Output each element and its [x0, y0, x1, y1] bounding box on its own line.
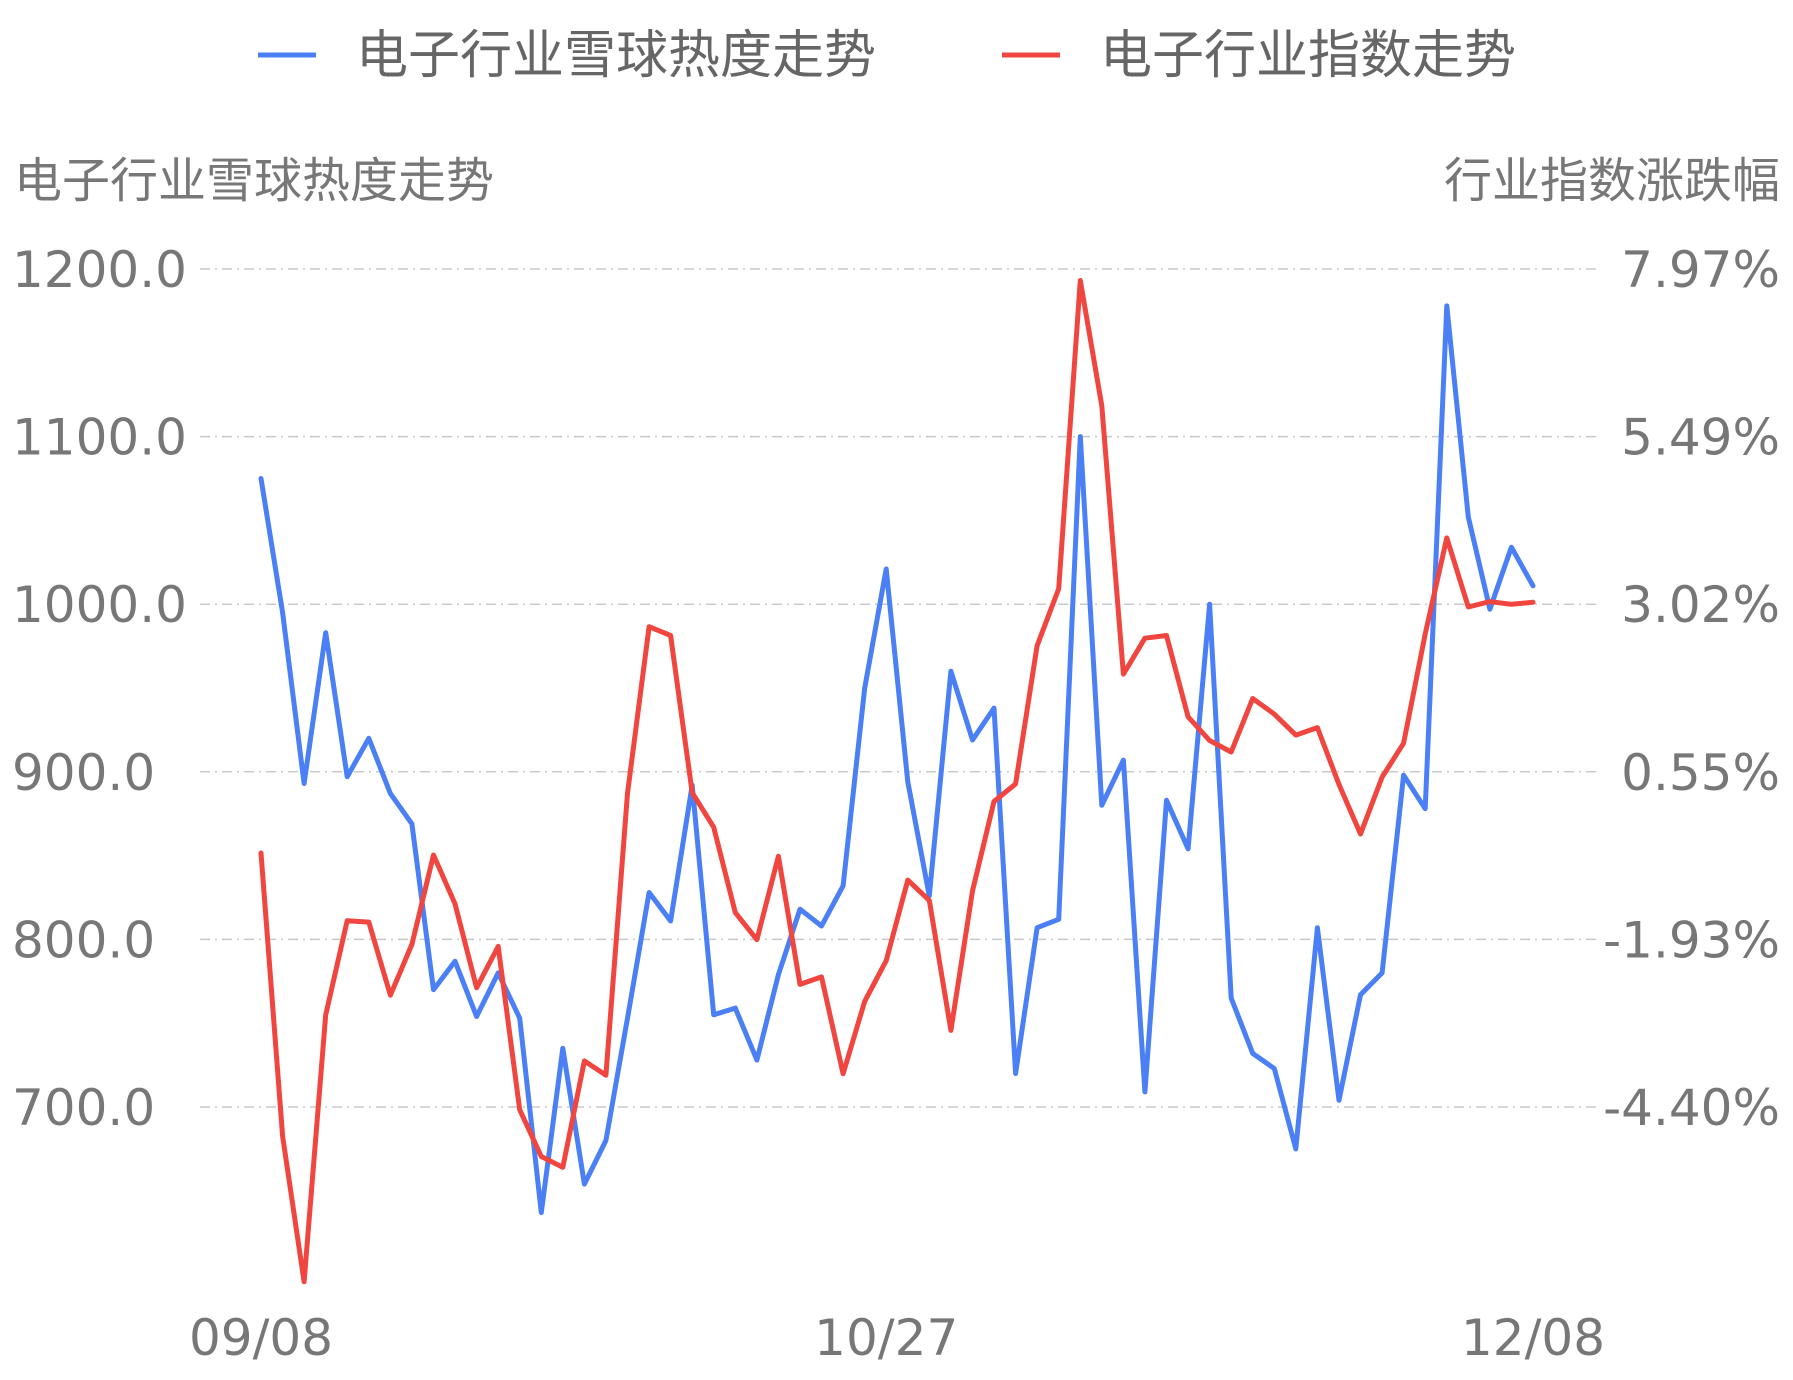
series-group: [258, 278, 1536, 1285]
x-axis-ticks: 09/08 10/27 12/08: [189, 1309, 1605, 1367]
left-tick-label: 1000.0: [12, 576, 187, 634]
right-tick-label: 7.97%: [1621, 241, 1780, 299]
right-tick-label: 5.49%: [1621, 409, 1780, 467]
right-tick-label: 0.55%: [1621, 744, 1780, 802]
right-tick-label: -1.93%: [1603, 911, 1780, 969]
right-axis-title: 行业指数涨跌幅: [1444, 153, 1780, 209]
legend-label-index: 电子行业指数走势: [1100, 26, 1516, 86]
x-tick-label: 10/27: [814, 1309, 958, 1367]
x-tick-label: 12/08: [1461, 1309, 1605, 1367]
series-line-index: [258, 278, 1536, 1285]
right-tick-label: 3.02%: [1621, 576, 1780, 634]
left-tick-label: 1100.0: [12, 409, 187, 467]
legend-label-heat: 电子行业雪球热度走势: [356, 26, 876, 86]
x-tick-label: 09/08: [189, 1309, 333, 1367]
left-tick-label: 1200.0: [12, 241, 187, 299]
legend: 电子行业雪球热度走势 电子行业指数走势: [258, 26, 1516, 86]
left-axis-ticks: 1200.0 1100.0 1000.0 900.0 800.0 700.0: [12, 241, 187, 1137]
left-axis-title: 电子行业雪球热度走势: [14, 153, 494, 209]
right-tick-label: -4.40%: [1603, 1079, 1780, 1137]
left-tick-label: 700.0: [12, 1079, 155, 1137]
left-tick-label: 900.0: [12, 744, 155, 802]
right-axis-ticks: 7.97% 5.49% 3.02% 0.55% -1.93% -4.40%: [1603, 241, 1780, 1137]
left-tick-label: 800.0: [12, 911, 155, 969]
grid: [200, 268, 1598, 1108]
series-line-heat: [258, 303, 1536, 1216]
